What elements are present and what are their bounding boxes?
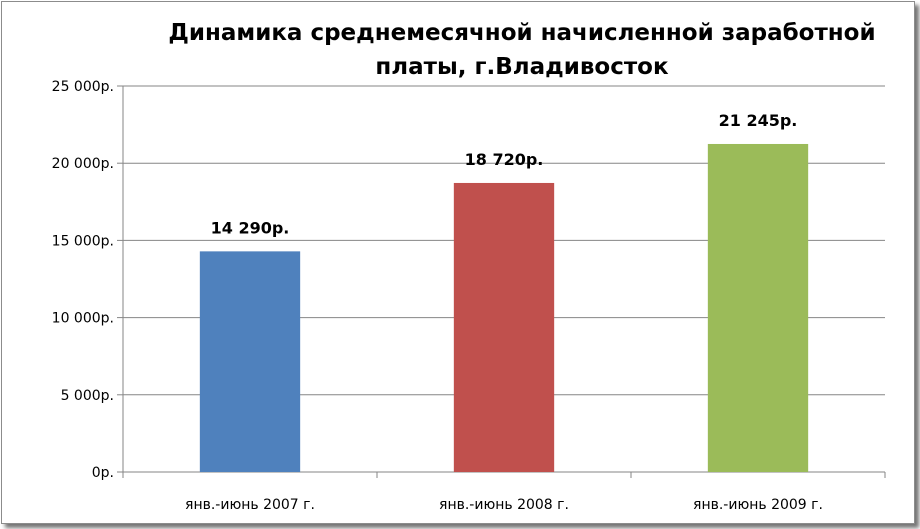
bar-chart: 0р. 5 000р. 10 000р. 15 000р. 20 000р. 25 000… [52, 79, 886, 513]
x-category-label: янв.-июнь 2009 г. [693, 497, 823, 513]
y-tick-label: 0р. [92, 465, 114, 481]
y-tick-label: 10 000р. [52, 311, 114, 327]
bars [199, 143, 809, 472]
y-tick-label: 15 000р. [52, 233, 114, 249]
bar [453, 182, 555, 472]
x-category-label: янв.-июнь 2008 г. [439, 497, 569, 513]
bar [199, 251, 301, 472]
data-label: 18 720р. [465, 150, 544, 169]
bar [707, 143, 809, 472]
labels: 0р. 5 000р. 10 000р. 15 000р. 20 000р. 25 000… [52, 79, 823, 513]
y-tick-label: 5 000р. [61, 388, 114, 404]
y-tick-label: 25 000р. [52, 79, 114, 95]
data-label: 21 245р. [719, 111, 798, 130]
data-label: 14 290р. [211, 218, 290, 237]
x-category-label: янв.-июнь 2007 г. [185, 497, 315, 513]
y-tick-label: 20 000р. [52, 156, 114, 172]
chart-title: Динамика среднемесячной начисленной зара… [168, 20, 876, 80]
